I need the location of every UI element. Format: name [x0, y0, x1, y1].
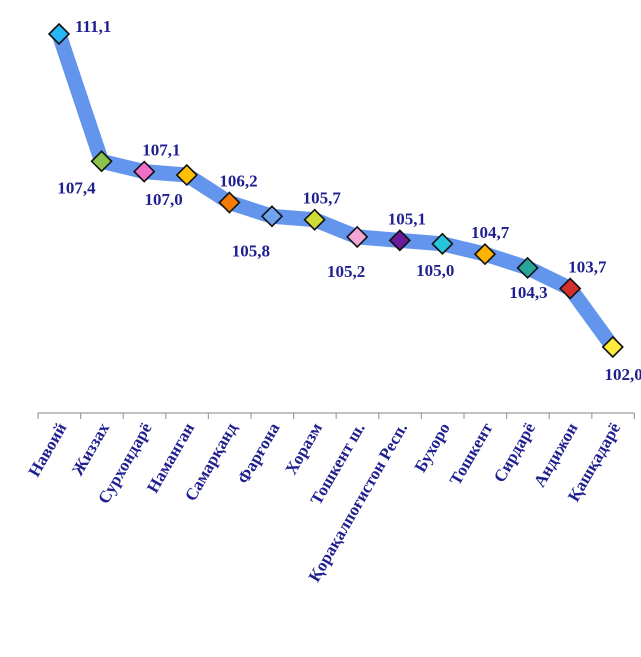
value-label: 104,3 [509, 283, 547, 302]
data-point-marker [47, 22, 71, 46]
category-label: Жиззах [68, 419, 113, 479]
data-point-marker [473, 243, 497, 266]
data-point-marker [90, 150, 113, 173]
data-point-marker [260, 205, 284, 228]
data-point-marker [559, 277, 582, 300]
value-label: 103,7 [568, 258, 607, 277]
data-point-marker [218, 191, 241, 214]
data-point-marker [175, 163, 198, 187]
data-point-marker [601, 335, 624, 359]
value-label: 105,0 [416, 261, 454, 280]
value-label: 105,1 [388, 209, 426, 228]
value-labels: 111,1 107,4 107,1 107,0 106,2 105,8 105,7 105,2… [57, 17, 641, 384]
category-label: Хоразм [281, 419, 326, 478]
value-label: 105,2 [327, 262, 365, 281]
markers [47, 22, 624, 359]
value-label: 105,8 [232, 241, 270, 260]
category-label: Фарғона [233, 419, 283, 487]
data-point-marker [516, 256, 539, 280]
x-axis-ticks [37, 413, 636, 419]
data-point-marker [388, 229, 411, 252]
value-label: 102,0 [605, 365, 641, 384]
category-labels: НавоийЖиззахСурхондарёНаманганСамарқандФ… [25, 419, 625, 585]
category-label: Бухоро [411, 420, 454, 476]
value-label: 105,7 [303, 189, 342, 208]
data-point-marker [133, 160, 156, 183]
value-label: 104,7 [471, 223, 510, 242]
value-label: 111,1 [75, 17, 111, 36]
value-label: 107,4 [57, 178, 96, 197]
value-label: 107,0 [145, 190, 183, 209]
data-point-marker [303, 208, 326, 231]
category-label: Навоий [25, 419, 71, 480]
value-label: 106,2 [219, 172, 257, 191]
value-label: 107,1 [142, 141, 180, 160]
data-point-marker [346, 225, 369, 249]
data-point-marker [431, 232, 454, 255]
